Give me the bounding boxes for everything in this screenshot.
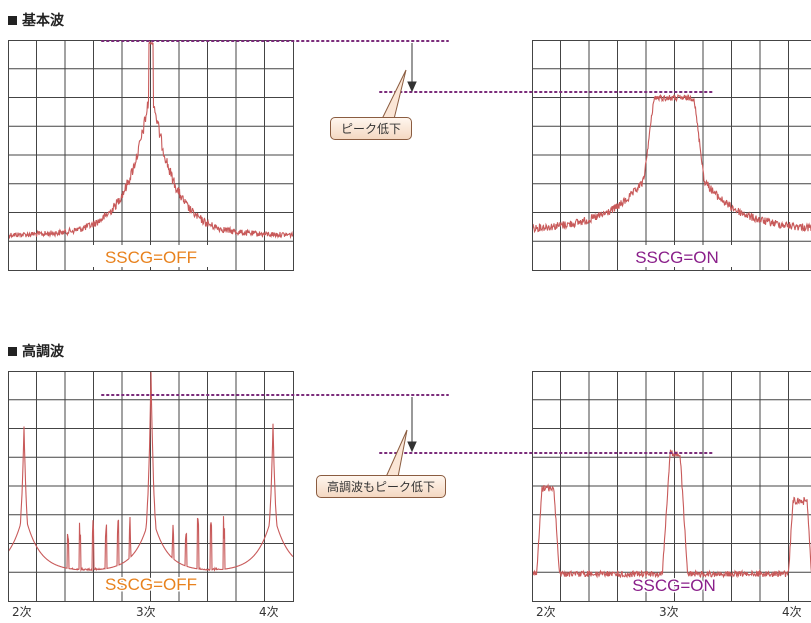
grid bbox=[8, 40, 293, 270]
graph-frame bbox=[8, 371, 294, 602]
harmonic-order-label: 2次 bbox=[12, 605, 32, 619]
harmonic-order-label: 3次 bbox=[659, 605, 679, 619]
arrow-head bbox=[407, 441, 417, 453]
harmonic-order-label: 4次 bbox=[259, 605, 279, 619]
harmonic-order-label: 4次 bbox=[782, 605, 802, 619]
sscg-on-label: SSCG=ON bbox=[632, 576, 716, 595]
section-title-fundamental: 基本波 bbox=[8, 10, 64, 30]
section-title-text: 基本波 bbox=[22, 13, 64, 29]
graph-fundamental-on: SSCG=ON bbox=[532, 40, 811, 271]
harmonic-order-label: 3次 bbox=[136, 605, 156, 619]
graph-frame bbox=[532, 371, 811, 602]
section-square-icon bbox=[8, 346, 17, 356]
callout-tail bbox=[381, 69, 407, 120]
graph-frame bbox=[532, 40, 811, 271]
callout-peak-reduction: ピーク低下 bbox=[330, 117, 413, 140]
spectrum-trace bbox=[532, 93, 811, 234]
spectrum-trace bbox=[532, 449, 811, 579]
label-background bbox=[618, 245, 740, 267]
sscg-on-label: SSCG=ON bbox=[635, 248, 719, 267]
grid bbox=[532, 40, 811, 270]
grid bbox=[8, 371, 293, 601]
graph-harmonic-off: SSCG=OFF bbox=[8, 371, 294, 602]
harmonic-order-label: 2次 bbox=[536, 605, 556, 619]
section-square-icon bbox=[8, 15, 17, 25]
grid bbox=[532, 371, 811, 601]
graph-harmonic-on: SSCG=ON bbox=[532, 371, 811, 602]
spectrum-trace bbox=[8, 40, 294, 240]
arrow-head bbox=[407, 81, 417, 93]
label-background bbox=[88, 245, 216, 267]
spectrum-trace bbox=[8, 372, 294, 573]
graph-fundamental-off: SSCG=OFF bbox=[8, 40, 294, 271]
section-title-text: 高調波 bbox=[22, 344, 64, 360]
sscg-off-label: SSCG=OFF bbox=[105, 248, 197, 267]
section-title-harmonic: 高調波 bbox=[8, 341, 64, 361]
sscg-off-label: SSCG=OFF bbox=[105, 575, 197, 594]
callout-tail bbox=[385, 429, 408, 478]
callout-harmonic-peak-reduction: 高調波もピーク低下 bbox=[316, 475, 447, 498]
